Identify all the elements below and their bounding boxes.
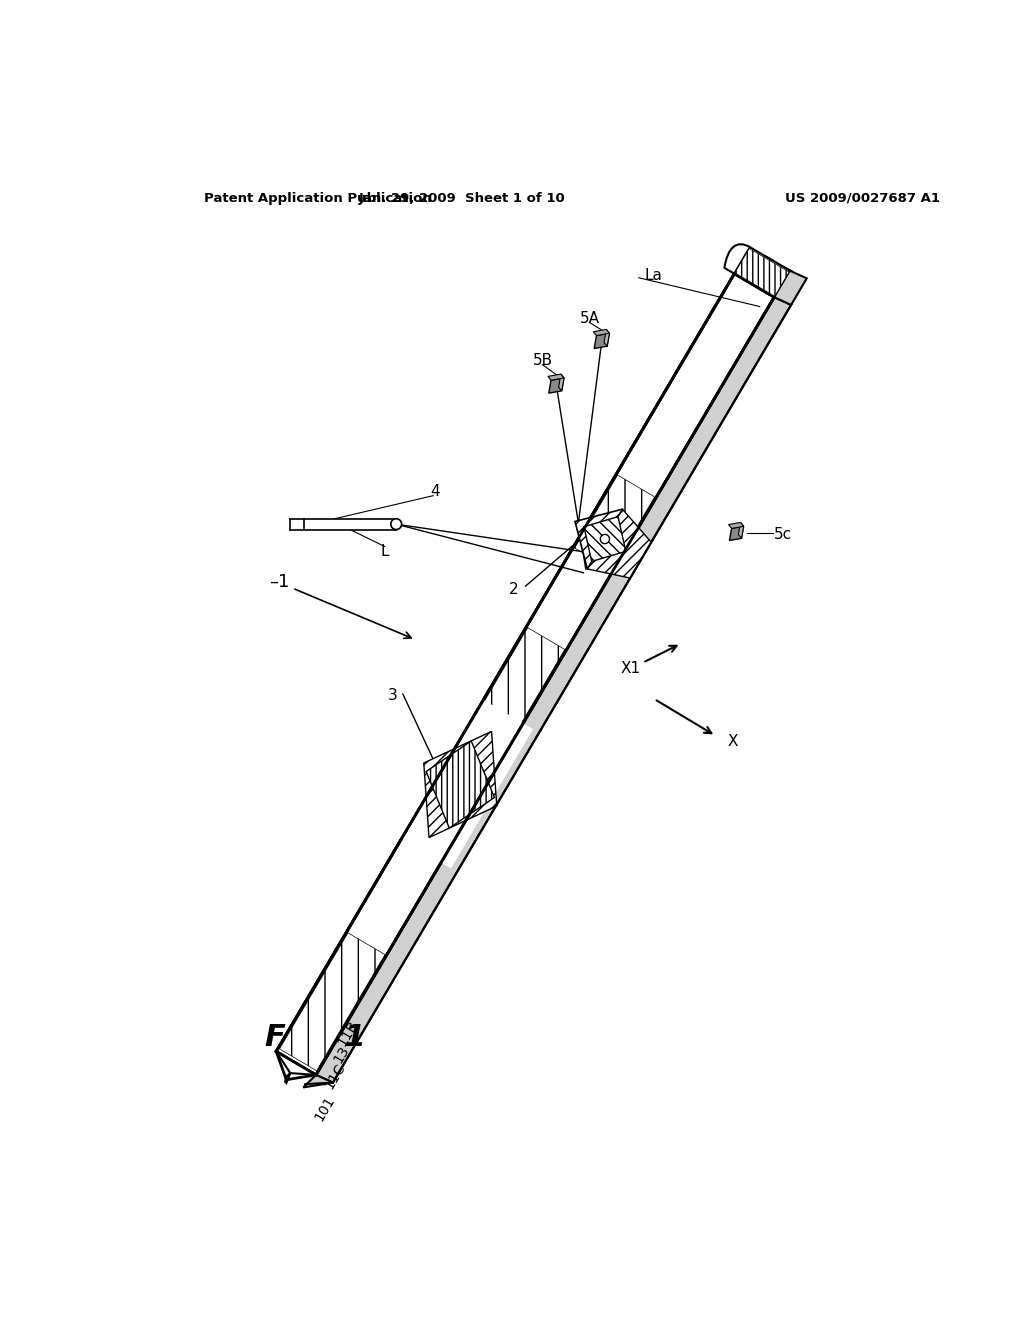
- Text: 3: 3: [387, 688, 397, 702]
- Text: 11A: 11A: [597, 496, 624, 527]
- Polygon shape: [738, 523, 743, 539]
- Polygon shape: [276, 273, 752, 1059]
- Text: La: La: [644, 268, 663, 282]
- Text: 11B: 11B: [598, 506, 625, 536]
- Polygon shape: [549, 378, 564, 393]
- Text: 11B: 11B: [336, 1018, 361, 1048]
- Polygon shape: [391, 694, 534, 869]
- Polygon shape: [734, 248, 790, 297]
- Polygon shape: [594, 333, 609, 348]
- Text: 5A: 5A: [580, 312, 599, 326]
- Polygon shape: [304, 519, 396, 529]
- Polygon shape: [752, 256, 806, 305]
- Polygon shape: [276, 273, 774, 1074]
- Text: 11C: 11C: [322, 1060, 348, 1092]
- Polygon shape: [548, 374, 564, 380]
- Polygon shape: [316, 297, 792, 1082]
- Text: 4: 4: [431, 483, 440, 499]
- Polygon shape: [426, 741, 495, 828]
- Text: 5B: 5B: [532, 354, 553, 368]
- Polygon shape: [424, 731, 497, 838]
- Polygon shape: [593, 330, 609, 335]
- Polygon shape: [734, 251, 792, 297]
- Polygon shape: [574, 475, 654, 570]
- Polygon shape: [588, 510, 651, 578]
- Polygon shape: [280, 933, 385, 1071]
- Text: Patent Application Publication: Patent Application Publication: [204, 191, 431, 205]
- Polygon shape: [276, 1052, 316, 1082]
- Polygon shape: [728, 523, 743, 528]
- Text: –1: –1: [269, 573, 290, 591]
- Polygon shape: [729, 527, 743, 540]
- Text: X: X: [727, 734, 738, 748]
- Text: 12: 12: [603, 515, 624, 537]
- Circle shape: [600, 535, 609, 544]
- Polygon shape: [604, 330, 609, 346]
- Polygon shape: [734, 247, 790, 297]
- Polygon shape: [584, 516, 626, 561]
- Text: L: L: [380, 544, 389, 558]
- Text: FIG. 1: FIG. 1: [265, 1023, 366, 1052]
- Circle shape: [391, 519, 401, 529]
- Text: X1: X1: [621, 660, 640, 676]
- Text: 5c: 5c: [773, 527, 792, 541]
- Text: 101: 101: [311, 1093, 337, 1123]
- Polygon shape: [303, 1074, 333, 1088]
- Text: 13: 13: [331, 1043, 352, 1065]
- Polygon shape: [774, 271, 807, 305]
- Polygon shape: [465, 627, 565, 755]
- Polygon shape: [559, 374, 564, 391]
- Text: 2: 2: [509, 582, 519, 597]
- Text: Jan. 29, 2009  Sheet 1 of 10: Jan. 29, 2009 Sheet 1 of 10: [358, 191, 565, 205]
- Polygon shape: [575, 510, 635, 569]
- Text: US 2009/0027687 A1: US 2009/0027687 A1: [785, 191, 940, 205]
